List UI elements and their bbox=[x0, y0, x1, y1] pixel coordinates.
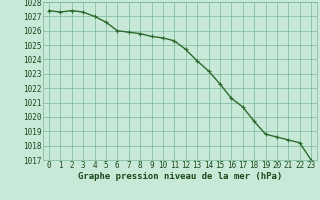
X-axis label: Graphe pression niveau de la mer (hPa): Graphe pression niveau de la mer (hPa) bbox=[78, 172, 282, 181]
